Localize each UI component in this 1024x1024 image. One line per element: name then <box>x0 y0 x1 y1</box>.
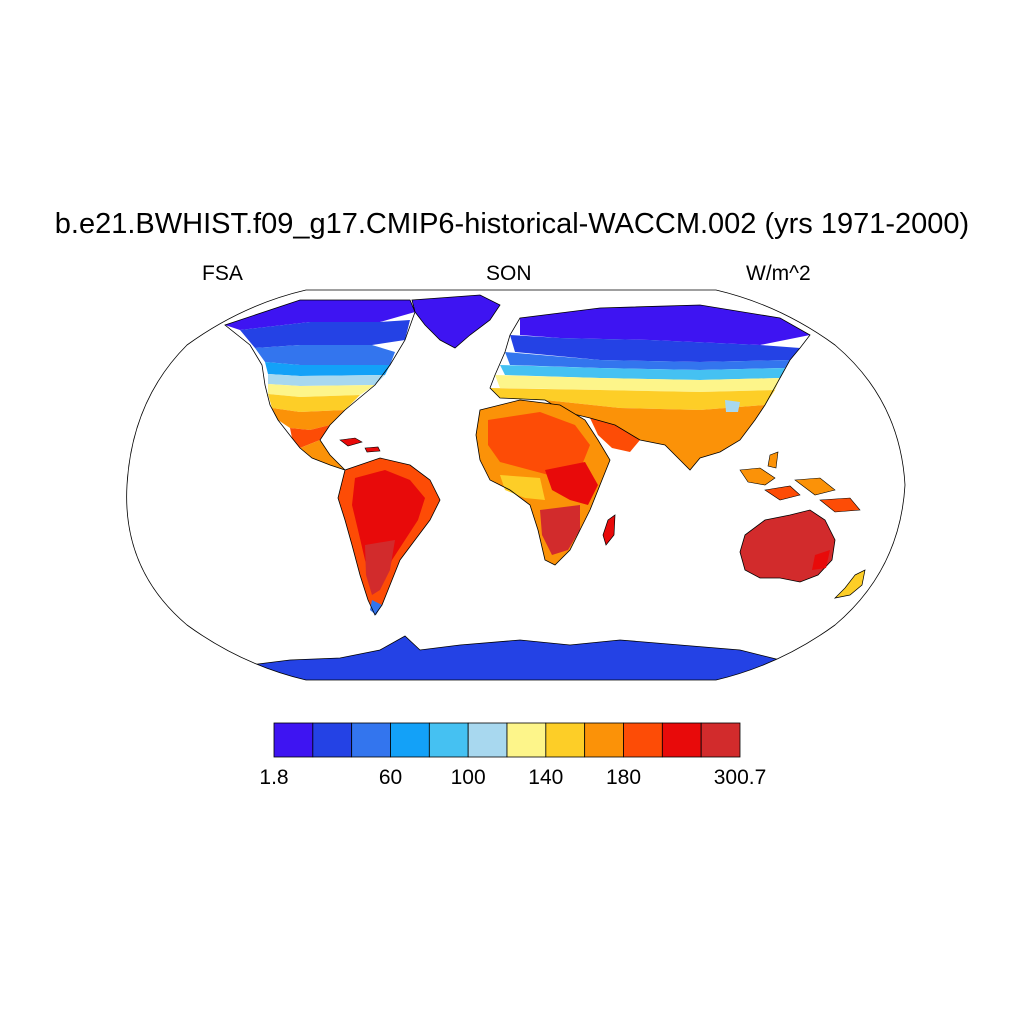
colorbar-tick-label: 180 <box>605 766 642 789</box>
colorbar-tick-label: 100 <box>450 766 486 789</box>
north-america <box>224 299 416 471</box>
plot-title: b.e21.BWHIST.f09_g17.CMIP6-historical-WA… <box>54 208 970 240</box>
colorbar-swatch <box>351 722 391 758</box>
colorbar-tick-label: 1.8 <box>259 766 289 789</box>
south-america <box>337 457 441 616</box>
australia <box>739 509 836 583</box>
colorbar-tick-label: 60 <box>378 766 403 789</box>
units-label: W/m^2 <box>746 262 811 285</box>
colorbar-swatch <box>428 722 469 758</box>
new-zealand <box>833 569 866 599</box>
africa <box>475 399 611 566</box>
madagascar <box>602 514 616 546</box>
caribbean-islands <box>339 437 381 453</box>
variable-label: FSA <box>202 262 243 285</box>
colorbar-swatch <box>623 722 663 758</box>
colorbar-swatch <box>700 722 741 758</box>
colorbar-swatch <box>467 722 508 758</box>
colorbar-swatch <box>390 722 430 758</box>
antarctica <box>239 635 791 680</box>
colorbar <box>273 722 741 758</box>
colorbar-swatch <box>545 722 586 758</box>
colorbar-swatch <box>584 722 624 758</box>
colorbar-swatch <box>661 722 702 758</box>
colorbar-swatch <box>506 722 547 758</box>
colorbar-tick-label: 300.7 <box>713 766 767 789</box>
colorbar-swatch <box>273 722 314 758</box>
eurasia <box>489 304 811 471</box>
season-label: SON <box>486 262 532 285</box>
greenland <box>411 294 501 349</box>
map-land-layer <box>224 294 866 680</box>
colorbar-swatch <box>312 722 353 758</box>
colorbar-tick-label: 140 <box>528 766 564 789</box>
maritime-continent <box>739 451 861 513</box>
map-outline <box>126 289 906 681</box>
